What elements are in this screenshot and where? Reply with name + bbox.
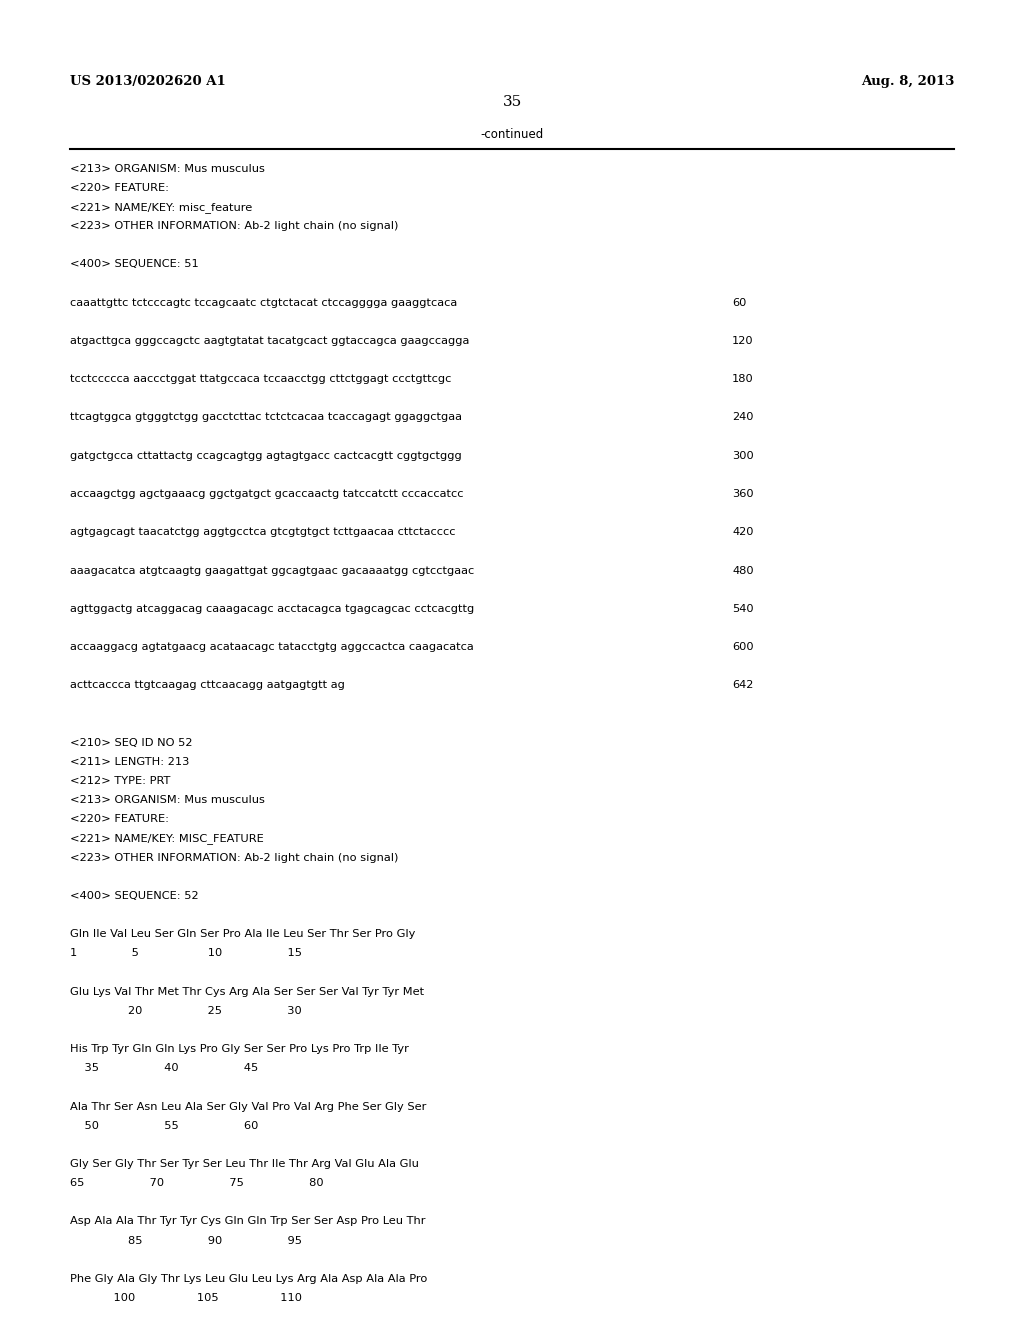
Text: caaattgttc tctcccagtc tccagcaatc ctgtctacat ctccagggga gaaggtcaca: caaattgttc tctcccagtc tccagcaatc ctgtcta…: [70, 297, 457, 308]
Text: Gly Ser Gly Thr Ser Tyr Ser Leu Thr Ile Thr Arg Val Glu Ala Glu: Gly Ser Gly Thr Ser Tyr Ser Leu Thr Ile …: [70, 1159, 419, 1170]
Text: <212> TYPE: PRT: <212> TYPE: PRT: [70, 776, 170, 787]
Text: Glu Lys Val Thr Met Thr Cys Arg Ala Ser Ser Ser Val Tyr Tyr Met: Glu Lys Val Thr Met Thr Cys Arg Ala Ser …: [70, 986, 424, 997]
Text: 85                  90                  95: 85 90 95: [70, 1236, 302, 1246]
Text: agtgagcagt taacatctgg aggtgcctca gtcgtgtgct tcttgaacaa cttctacccc: agtgagcagt taacatctgg aggtgcctca gtcgtgt…: [70, 527, 455, 537]
Text: atgacttgca gggccagctc aagtgtatat tacatgcact ggtaccagca gaagccagga: atgacttgca gggccagctc aagtgtatat tacatgc…: [70, 335, 469, 346]
Text: 180: 180: [732, 374, 754, 384]
Text: <221> NAME/KEY: misc_feature: <221> NAME/KEY: misc_feature: [70, 202, 252, 213]
Text: US 2013/0202620 A1: US 2013/0202620 A1: [70, 75, 225, 87]
Text: accaagctgg agctgaaacg ggctgatgct gcaccaactg tatccatctt cccaccatcc: accaagctgg agctgaaacg ggctgatgct gcaccaa…: [70, 488, 463, 499]
Text: 65                  70                  75                  80: 65 70 75 80: [70, 1177, 324, 1188]
Text: acttcaccca ttgtcaagag cttcaacagg aatgagtgtt ag: acttcaccca ttgtcaagag cttcaacagg aatgagt…: [70, 680, 344, 690]
Text: 100                 105                 110: 100 105 110: [70, 1292, 302, 1303]
Text: His Trp Tyr Gln Gln Lys Pro Gly Ser Ser Pro Lys Pro Trp Ile Tyr: His Trp Tyr Gln Gln Lys Pro Gly Ser Ser …: [70, 1044, 409, 1055]
Text: 420: 420: [732, 527, 754, 537]
Text: 35                  40                  45: 35 40 45: [70, 1063, 258, 1073]
Text: gatgctgcca cttattactg ccagcagtgg agtagtgacc cactcacgtt cggtgctggg: gatgctgcca cttattactg ccagcagtgg agtagtg…: [70, 450, 462, 461]
Text: <223> OTHER INFORMATION: Ab-2 light chain (no signal): <223> OTHER INFORMATION: Ab-2 light chai…: [70, 853, 398, 863]
Text: Phe Gly Ala Gly Thr Lys Leu Glu Leu Lys Arg Ala Asp Ala Ala Pro: Phe Gly Ala Gly Thr Lys Leu Glu Leu Lys …: [70, 1274, 427, 1284]
Text: Aug. 8, 2013: Aug. 8, 2013: [861, 75, 954, 87]
Text: <400> SEQUENCE: 52: <400> SEQUENCE: 52: [70, 891, 199, 902]
Text: ttcagtggca gtgggtctgg gacctcttac tctctcacaa tcaccagagt ggaggctgaa: ttcagtggca gtgggtctgg gacctcttac tctctca…: [70, 412, 462, 422]
Text: 360: 360: [732, 488, 754, 499]
Text: 642: 642: [732, 680, 754, 690]
Text: aaagacatca atgtcaagtg gaagattgat ggcagtgaac gacaaaatgg cgtcctgaac: aaagacatca atgtcaagtg gaagattgat ggcagtg…: [70, 565, 474, 576]
Text: <221> NAME/KEY: MISC_FEATURE: <221> NAME/KEY: MISC_FEATURE: [70, 833, 263, 845]
Text: tcctccccca aaccctggat ttatgccaca tccaacctgg cttctggagt ccctgttcgc: tcctccccca aaccctggat ttatgccaca tccaacc…: [70, 374, 451, 384]
Text: 20                  25                  30: 20 25 30: [70, 1006, 301, 1016]
Text: 600: 600: [732, 642, 754, 652]
Text: <211> LENGTH: 213: <211> LENGTH: 213: [70, 756, 189, 767]
Text: Asp Ala Ala Thr Tyr Tyr Cys Gln Gln Trp Ser Ser Asp Pro Leu Thr: Asp Ala Ala Thr Tyr Tyr Cys Gln Gln Trp …: [70, 1216, 425, 1226]
Text: <213> ORGANISM: Mus musculus: <213> ORGANISM: Mus musculus: [70, 795, 264, 805]
Text: <220> FEATURE:: <220> FEATURE:: [70, 814, 169, 825]
Text: 240: 240: [732, 412, 754, 422]
Text: Gln Ile Val Leu Ser Gln Ser Pro Ala Ile Leu Ser Thr Ser Pro Gly: Gln Ile Val Leu Ser Gln Ser Pro Ala Ile …: [70, 929, 415, 940]
Text: 540: 540: [732, 603, 754, 614]
Text: <400> SEQUENCE: 51: <400> SEQUENCE: 51: [70, 259, 199, 269]
Text: 50                  55                  60: 50 55 60: [70, 1121, 258, 1131]
Text: <223> OTHER INFORMATION: Ab-2 light chain (no signal): <223> OTHER INFORMATION: Ab-2 light chai…: [70, 220, 398, 231]
Text: Ala Thr Ser Asn Leu Ala Ser Gly Val Pro Val Arg Phe Ser Gly Ser: Ala Thr Ser Asn Leu Ala Ser Gly Val Pro …: [70, 1101, 426, 1111]
Text: 480: 480: [732, 565, 754, 576]
Text: <213> ORGANISM: Mus musculus: <213> ORGANISM: Mus musculus: [70, 164, 264, 174]
Text: 60: 60: [732, 297, 746, 308]
Text: 120: 120: [732, 335, 754, 346]
Text: -continued: -continued: [480, 128, 544, 141]
Text: <220> FEATURE:: <220> FEATURE:: [70, 182, 169, 193]
Text: accaaggacg agtatgaacg acataacagc tatacctgtg aggccactca caagacatca: accaaggacg agtatgaacg acataacagc tatacct…: [70, 642, 473, 652]
Text: 1               5                   10                  15: 1 5 10 15: [70, 948, 302, 958]
Text: 35: 35: [503, 95, 521, 110]
Text: <210> SEQ ID NO 52: <210> SEQ ID NO 52: [70, 738, 193, 748]
Text: agttggactg atcaggacag caaagacagc acctacagca tgagcagcac cctcacgttg: agttggactg atcaggacag caaagacagc acctaca…: [70, 603, 474, 614]
Text: 300: 300: [732, 450, 754, 461]
